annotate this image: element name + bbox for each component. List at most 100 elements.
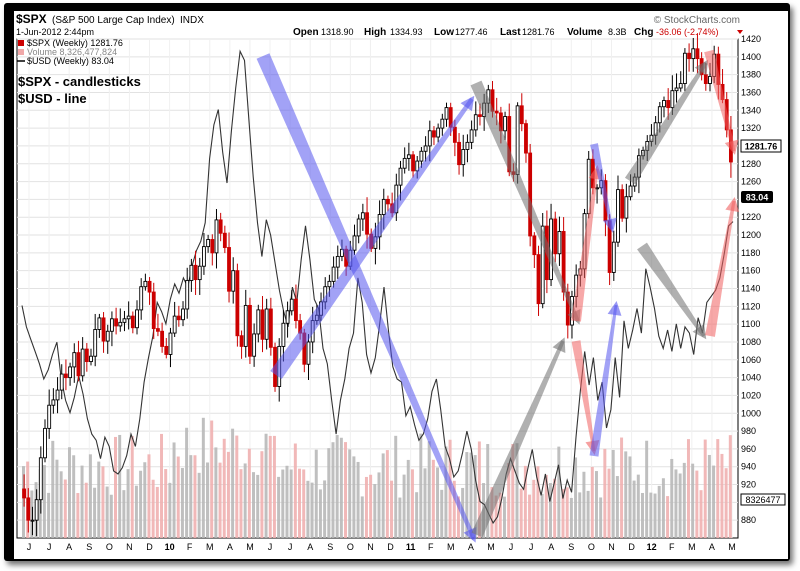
legend-spx-label: $SPX (Weekly) 1281.76 [27, 38, 123, 48]
volume-bar [707, 454, 711, 538]
x-tick-label: D [146, 542, 153, 552]
volume-bar [331, 442, 335, 538]
volume-bar [335, 435, 339, 538]
volume-bar [356, 461, 360, 538]
y-tick-label: 920 [741, 480, 756, 490]
y-tick-label: 1020 [741, 390, 761, 400]
x-tick-label: M [447, 542, 455, 552]
candle-body [47, 404, 52, 429]
volume-bar [143, 462, 147, 538]
x-tick-label: N [367, 542, 374, 552]
volume-bar [494, 495, 498, 538]
volume-bar [42, 465, 46, 538]
volume-bar [431, 459, 435, 538]
candle-body [172, 315, 177, 334]
volume-bar [385, 450, 389, 538]
volume-bar [256, 474, 260, 538]
candle-body [139, 286, 144, 311]
candle-body [110, 318, 114, 332]
candle-body [68, 366, 73, 379]
y-tick-label: 1000 [741, 408, 761, 418]
candle-body [411, 154, 415, 172]
candle-body [89, 355, 93, 363]
volume-bar [122, 490, 126, 538]
candle-body [515, 105, 520, 175]
candle-body [59, 373, 64, 391]
last-price-tag: 1281.76 [740, 139, 782, 153]
volume-bar [465, 452, 469, 538]
x-tick-label: F [428, 542, 434, 552]
volume-bar [582, 471, 586, 538]
candle-body [432, 130, 436, 138]
volume-bar [59, 471, 63, 538]
candle-body [708, 75, 712, 85]
stat-volume-value: 8.3B [608, 27, 627, 37]
volume-bar [519, 488, 523, 538]
candle-body [528, 152, 533, 237]
candle-body [256, 309, 261, 335]
stat-open-value: 1318.90 [321, 27, 354, 37]
volume-bar [93, 487, 97, 538]
volume-bar [277, 476, 281, 538]
stat-chg-label: Chg [634, 27, 653, 38]
candle-body [352, 235, 357, 251]
volume-bar [272, 435, 276, 538]
y-tick-label: 1360 [741, 87, 761, 97]
candle-body [423, 145, 428, 152]
volume-bar [632, 480, 636, 538]
volume-bar [68, 447, 71, 538]
volume-bar [180, 468, 184, 538]
volume-bar [30, 490, 34, 538]
candle-body [38, 457, 43, 501]
volume-bar [645, 440, 649, 538]
candle-body [97, 317, 102, 330]
candle-body [281, 322, 286, 347]
volume-bar [415, 492, 419, 538]
candle-body [289, 298, 294, 312]
x-tick-label: A [468, 542, 474, 552]
x-tick-label: F [669, 542, 675, 552]
down-triangle-icon [737, 30, 743, 34]
legend-volume-label: Volume 8,326,477,824 [27, 47, 117, 57]
volume-bar [486, 444, 490, 538]
candle-body [248, 304, 252, 357]
volume-bar [101, 466, 105, 538]
volume-bar [536, 466, 540, 538]
volume-bar [498, 492, 502, 538]
volume-bar [565, 487, 569, 538]
volume-bar [63, 479, 67, 538]
candle-body [624, 196, 629, 219]
volume-bar [456, 496, 460, 538]
candle-body [620, 189, 625, 219]
x-tick-label: J [509, 542, 514, 552]
volume-bar [557, 446, 561, 538]
candle-body [55, 389, 60, 401]
volume-bar [720, 453, 724, 538]
arrow-gray-usd-drift [637, 242, 706, 338]
candle-body [666, 100, 671, 109]
candle-body [239, 335, 244, 347]
arrow-gray-usd-rise-head [552, 337, 566, 353]
arrow-red-spx-selloff [704, 49, 736, 152]
candle-body [331, 266, 336, 282]
volume-bar [603, 448, 607, 538]
plot-area: 8809009209409609801000102010401060108011… [16, 33, 761, 552]
y-tick-label: 1280 [741, 159, 761, 169]
volume-bar [247, 448, 251, 538]
header-date: 1-Jun-2012 2:44pm [16, 27, 94, 37]
candle-body [444, 107, 449, 120]
volume-bar [193, 455, 197, 538]
volume-bar [226, 451, 230, 538]
y-tick-label: 980 [741, 426, 756, 436]
volume-bar [109, 494, 113, 538]
volume-bar [197, 472, 201, 538]
x-tick-label: A [709, 542, 715, 552]
x-tick-label: M [688, 542, 696, 552]
y-tick-label: 880 [741, 515, 756, 525]
y-tick-label: 1080 [741, 337, 761, 347]
arrow-gray-usd-rise [471, 340, 565, 538]
volume-bar [318, 489, 322, 538]
candle-body [386, 198, 390, 205]
last-usd-tag: 83.04 [741, 191, 773, 203]
candle-body [524, 123, 528, 154]
